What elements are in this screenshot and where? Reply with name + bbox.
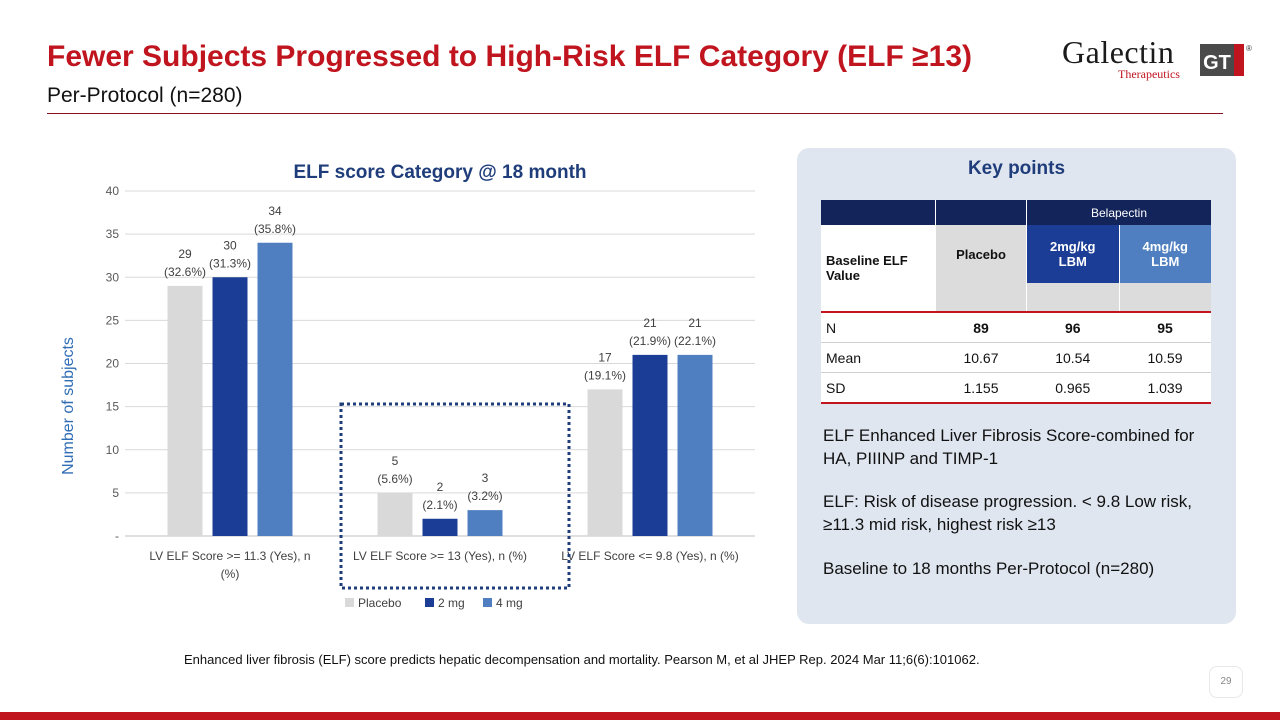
col-header-4mg: 4mg/kg LBM bbox=[1118, 225, 1211, 283]
data-label-count: 17 bbox=[598, 350, 612, 364]
logo-subtitle: Therapeutics bbox=[1118, 67, 1180, 81]
logo-wordmark: Galectin bbox=[1062, 34, 1175, 70]
cell-value: 10.67 bbox=[935, 342, 1027, 373]
cell-value: 10.59 bbox=[1119, 342, 1211, 373]
x-tick-label: LV ELF Score >= 11.3 (Yes), n bbox=[149, 549, 310, 563]
y-tick-label: 20 bbox=[106, 357, 120, 371]
row-label: Mean bbox=[821, 342, 936, 373]
company-logo: Galectin Therapeutics GT ® bbox=[1062, 34, 1252, 84]
bar-2-mg bbox=[422, 518, 458, 536]
data-label-percent: (32.6%) bbox=[164, 265, 206, 279]
row-label: N bbox=[821, 311, 936, 343]
elf-bar-chart: ELF score Category @ 18 month Number of … bbox=[60, 162, 755, 610]
y-tick-label: 35 bbox=[106, 227, 120, 241]
key-points-title: Key points bbox=[967, 158, 1066, 179]
y-tick-label: 30 bbox=[106, 270, 120, 284]
baseline-elf-header: Baseline ELF Value bbox=[821, 225, 936, 312]
y-tick-label: 25 bbox=[106, 313, 120, 327]
data-label-percent: (31.3%) bbox=[209, 256, 251, 270]
elf-risk-text: ELF: Risk of disease progression. < 9.8 … bbox=[823, 492, 1192, 534]
cell-value: 89 bbox=[935, 311, 1027, 343]
row-label: SD bbox=[821, 372, 936, 404]
col-header-2mg: 2mg/kg LBM bbox=[1026, 225, 1119, 283]
table-blank-header bbox=[935, 200, 1027, 225]
logo-mark-letters: GT bbox=[1203, 52, 1231, 74]
x-tick-label: LV ELF Score >= 13 (Yes), n (%) bbox=[353, 549, 527, 563]
bar-placebo bbox=[377, 492, 413, 536]
cell-value: 95 bbox=[1119, 311, 1211, 343]
bar-4-mg bbox=[467, 510, 503, 536]
y-axis-label: Number of subjects bbox=[60, 337, 77, 475]
blank-cell bbox=[935, 283, 1027, 312]
slide-subtitle: Per-Protocol (n=280) bbox=[47, 84, 243, 107]
bar-4-mg bbox=[257, 242, 293, 536]
key-points-panel: Key points Belapectin Baseline ELF Value… bbox=[797, 148, 1236, 624]
col-header-placebo: Placebo bbox=[935, 225, 1027, 283]
belapectin-header: Belapectin bbox=[1026, 200, 1211, 225]
y-tick-label: 40 bbox=[106, 184, 120, 198]
data-label-percent: (2.1%) bbox=[422, 498, 457, 512]
baseline-note-text: Baseline to 18 months Per-Protocol (n=28… bbox=[823, 559, 1155, 578]
data-label-percent: (19.1%) bbox=[584, 368, 626, 382]
data-label-count: 30 bbox=[223, 238, 237, 252]
logo-registered-mark: ® bbox=[1246, 44, 1252, 53]
data-label-count: 21 bbox=[643, 316, 657, 330]
highlight-box bbox=[339, 402, 571, 590]
table-row-sd: SD 1.155 0.965 1.039 bbox=[821, 372, 1211, 404]
data-label-percent: (22.1%) bbox=[674, 334, 716, 348]
legend-swatch bbox=[425, 598, 434, 607]
chart-title: ELF score Category @ 18 month bbox=[293, 162, 586, 183]
y-tick-label: 5 bbox=[112, 486, 119, 500]
y-tick-label: - bbox=[115, 529, 119, 543]
data-label-count: 21 bbox=[688, 316, 702, 330]
bar-2-mg bbox=[212, 277, 248, 536]
x-tick-label: LV ELF Score <= 9.8 (Yes), n (%) bbox=[561, 549, 738, 563]
legend-label: 4 mg bbox=[496, 596, 523, 610]
data-label-count: 34 bbox=[268, 204, 282, 218]
baseline-table: Belapectin Baseline ELF Value Placebo 2m… bbox=[821, 200, 1211, 404]
elf-definition-text: ELF Enhanced Liver Fibrosis Score-combin… bbox=[823, 426, 1195, 468]
cell-value: 1.155 bbox=[935, 372, 1027, 404]
data-label-count: 29 bbox=[178, 247, 192, 261]
cell-value: 1.039 bbox=[1119, 372, 1211, 404]
bottom-accent-bar bbox=[0, 712, 1280, 720]
y-tick-label: 10 bbox=[106, 443, 120, 457]
cell-value: 10.54 bbox=[1026, 342, 1119, 373]
data-label-count: 2 bbox=[437, 480, 444, 494]
data-label-percent: (35.8%) bbox=[254, 222, 296, 236]
legend-swatch bbox=[345, 598, 354, 607]
title-divider bbox=[47, 113, 1223, 114]
blank-cell bbox=[1118, 283, 1211, 312]
table-corner-cell bbox=[821, 200, 936, 225]
logo-mark-icon: GT ® bbox=[1200, 44, 1252, 76]
table-row-mean: Mean 10.67 10.54 10.59 bbox=[821, 342, 1211, 373]
data-label-percent: (5.6%) bbox=[377, 472, 412, 486]
data-label-count: 5 bbox=[392, 454, 399, 468]
legend-label: 2 mg bbox=[438, 596, 465, 610]
y-tick-label: 15 bbox=[106, 400, 120, 414]
bar-2-mg bbox=[632, 354, 668, 536]
bar-placebo bbox=[587, 389, 623, 536]
table-row-n: N 89 96 95 bbox=[821, 311, 1211, 343]
page-number: 29 bbox=[1209, 666, 1243, 698]
legend-swatch bbox=[483, 598, 492, 607]
x-tick-label: (%) bbox=[221, 567, 240, 581]
blank-cell bbox=[1026, 283, 1119, 312]
cell-value: 96 bbox=[1026, 311, 1119, 343]
slide-title: Fewer Subjects Progressed to High-Risk E… bbox=[47, 40, 972, 73]
legend-label: Placebo bbox=[358, 596, 402, 610]
bar-placebo bbox=[167, 285, 203, 536]
bar-4-mg bbox=[677, 354, 713, 536]
reference-footnote: Enhanced liver fibrosis (ELF) score pred… bbox=[184, 652, 980, 667]
cell-value: 0.965 bbox=[1026, 372, 1119, 404]
data-label-count: 3 bbox=[482, 471, 489, 485]
data-label-percent: (21.9%) bbox=[629, 334, 671, 348]
data-label-percent: (3.2%) bbox=[467, 489, 502, 503]
